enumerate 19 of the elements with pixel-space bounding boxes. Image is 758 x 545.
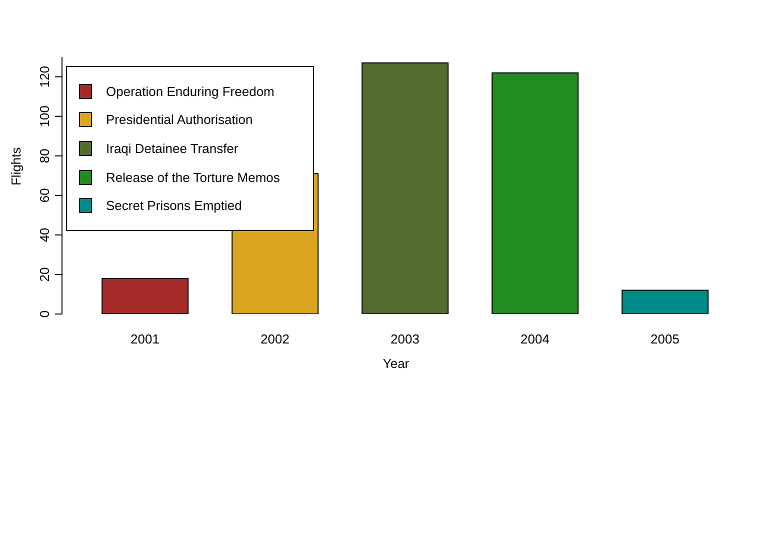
y-tick-label: 20 bbox=[37, 267, 52, 282]
x-tick-label: 2003 bbox=[390, 331, 420, 346]
x-tick-label: 2001 bbox=[130, 331, 160, 346]
legend-label: Secret Prisons Emptied bbox=[106, 198, 242, 214]
legend-label: Iraqi Detainee Transfer bbox=[106, 140, 238, 156]
x-tick-label: 2004 bbox=[520, 331, 550, 346]
legend-label: Presidential Authorisation bbox=[106, 112, 253, 128]
y-tick-label: 120 bbox=[37, 66, 52, 88]
legend-label: Release of the Torture Memos bbox=[106, 170, 280, 185]
legend-label: Operation Enduring Freedom bbox=[106, 84, 274, 99]
y-tick-label: 60 bbox=[37, 188, 52, 203]
y-axis-title: Flights bbox=[8, 146, 24, 186]
x-axis-title: Year bbox=[382, 356, 410, 372]
y-tick-label: 40 bbox=[37, 228, 52, 242]
y-tick-label: 100 bbox=[37, 105, 52, 128]
y-tick-label: 80 bbox=[37, 148, 52, 164]
x-tick-label: 2002 bbox=[260, 331, 290, 346]
y-tick-label: 0 bbox=[37, 310, 52, 318]
x-tick-label: 2005 bbox=[650, 331, 680, 346]
